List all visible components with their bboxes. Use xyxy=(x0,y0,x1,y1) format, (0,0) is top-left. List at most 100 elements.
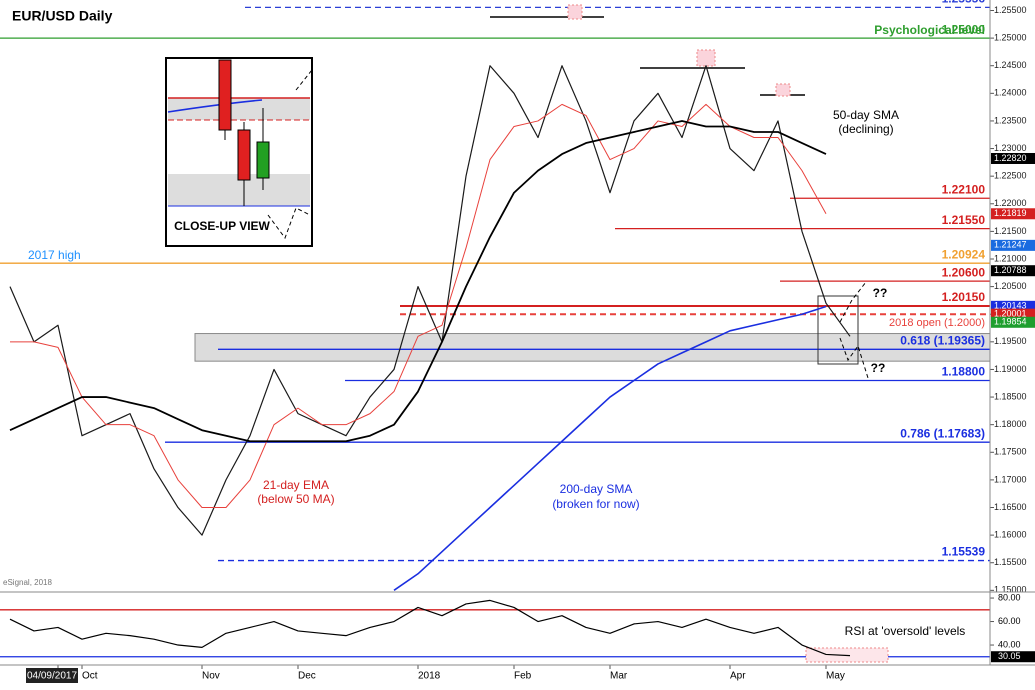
highlight xyxy=(775,83,791,97)
y-tick-label: 1.24500 xyxy=(994,60,1027,70)
y-tick-label: 1.25500 xyxy=(994,5,1027,15)
annotation: ?? xyxy=(873,286,888,300)
layer: 1.25556 1.25000 1.22100 1.21550 1.20924 1.206… xyxy=(3,0,1035,683)
rsi-badge xyxy=(991,651,1035,663)
y-tick-label: 1.18000 xyxy=(994,419,1027,429)
close-up-inset xyxy=(165,57,313,247)
annotation: CLOSE-UP VIEW xyxy=(174,219,270,233)
inset-candle xyxy=(237,129,251,181)
y-tick-label: 60.00 xyxy=(998,616,1021,626)
y-tick-label: 1.15000 xyxy=(994,585,1027,595)
arrow xyxy=(295,69,313,91)
chart-title: EUR/USD Daily xyxy=(12,8,113,24)
price-badge xyxy=(991,300,1035,312)
y-tick-label: 1.15500 xyxy=(994,557,1027,567)
y-tick-label: 1.16500 xyxy=(994,502,1027,512)
y-tick-label: 1.18500 xyxy=(994,391,1027,401)
level-label: 2018 open (1.2000) xyxy=(889,317,985,329)
price-line xyxy=(9,65,851,536)
annotation: 50-day SMA xyxy=(833,108,899,122)
inset-candle xyxy=(256,141,270,179)
rsi-line xyxy=(9,599,851,657)
badge-label: 1.20788 xyxy=(994,265,1027,275)
price-badge xyxy=(991,239,1035,251)
y-tick-label: 1.20500 xyxy=(994,281,1027,291)
inset-zone xyxy=(168,98,310,120)
support-zone xyxy=(194,333,991,362)
arrow xyxy=(839,281,867,323)
x-tick-label: 04/09/2017 xyxy=(27,671,77,682)
ma-line xyxy=(10,103,827,509)
level-label: 1.25000 xyxy=(942,22,986,36)
x-tick-label: Oct xyxy=(82,671,98,682)
y-tick-label: 1.24000 xyxy=(994,88,1027,98)
layer xyxy=(9,65,851,657)
y-tick-label: 1.17500 xyxy=(994,447,1027,457)
level-label: 1.21550 xyxy=(942,213,986,227)
y-tick-label: 1.21000 xyxy=(994,253,1027,263)
y-tick-label: 1.21500 xyxy=(994,226,1027,236)
y-tick-label: 1.22000 xyxy=(994,198,1027,208)
price-badge xyxy=(991,265,1035,277)
y-tick-label: 1.22500 xyxy=(994,171,1027,181)
price-badge xyxy=(991,308,1035,320)
level-label: 1.15539 xyxy=(942,545,986,559)
badge-label: 30.05 xyxy=(998,651,1021,661)
annotation: 21-day EMA xyxy=(263,478,329,492)
ma-line xyxy=(9,120,827,443)
price-badge xyxy=(991,208,1035,220)
level-label: 1.18800 xyxy=(942,365,986,379)
x-tick-label: Apr xyxy=(730,671,746,682)
annotation: RSI at 'oversold' levels xyxy=(845,624,966,638)
badge-label: 1.21247 xyxy=(994,240,1027,250)
price-badge xyxy=(991,152,1035,164)
y-tick-label: 1.19500 xyxy=(994,336,1027,346)
y-tick-label: 1.19000 xyxy=(994,364,1027,374)
annotation: eSignal, 2018 xyxy=(3,578,52,587)
x-tick-label: Dec xyxy=(298,671,316,682)
x-tick-label: 2018 xyxy=(418,671,441,682)
close-up-box xyxy=(817,295,859,365)
badge-label: 1.21819 xyxy=(994,208,1027,218)
badge-label: 1.22820 xyxy=(994,153,1027,163)
arrow xyxy=(839,337,869,379)
arrow xyxy=(267,207,311,240)
y-tick-label: 1.25000 xyxy=(994,32,1027,42)
y-tick-label: 1.17000 xyxy=(994,474,1027,484)
level-label: 1.20150 xyxy=(942,290,986,304)
badge-label: 1.20001 xyxy=(994,309,1027,319)
y-tick-label: 80.00 xyxy=(998,592,1021,602)
highlight xyxy=(567,4,583,20)
x-tick-label: Nov xyxy=(202,671,220,682)
level-label: 1.25556 xyxy=(942,0,986,6)
level-label: 1.22100 xyxy=(942,182,986,196)
annotation: 200-day SMA xyxy=(560,482,633,496)
x-tick-label: Mar xyxy=(610,671,628,682)
level-label: 0.618 (1.19365) xyxy=(900,333,985,347)
level-label: 1.20600 xyxy=(942,265,986,279)
inset-line xyxy=(167,99,263,113)
date-box xyxy=(26,668,78,683)
annotation: (broken for now) xyxy=(552,497,639,511)
annotation: 2017 high xyxy=(28,248,81,262)
annotation: (declining) xyxy=(838,122,893,136)
highlight xyxy=(696,49,716,67)
y-tick-label: 40.00 xyxy=(998,639,1021,649)
price-badge xyxy=(991,316,1035,328)
y-tick-label: 1.16000 xyxy=(994,529,1027,539)
ma-line xyxy=(393,305,827,592)
x-tick-label: Feb xyxy=(514,671,532,682)
badge-label: 1.19854 xyxy=(994,317,1027,327)
annotation: (below 50 MA) xyxy=(257,492,334,506)
level-label: 1.20924 xyxy=(942,247,986,261)
y-tick-label: 1.23500 xyxy=(994,115,1027,125)
level-label: 0.786 (1.17683) xyxy=(900,426,985,440)
badge-label: 1.20143 xyxy=(994,301,1027,311)
decorations xyxy=(490,4,889,663)
inset-candle xyxy=(218,59,232,131)
y-tick-label: 1.23000 xyxy=(994,143,1027,153)
annotation: ?? xyxy=(871,361,886,375)
x-tick-label: May xyxy=(826,671,845,682)
annotation: Psychological level xyxy=(874,23,985,37)
